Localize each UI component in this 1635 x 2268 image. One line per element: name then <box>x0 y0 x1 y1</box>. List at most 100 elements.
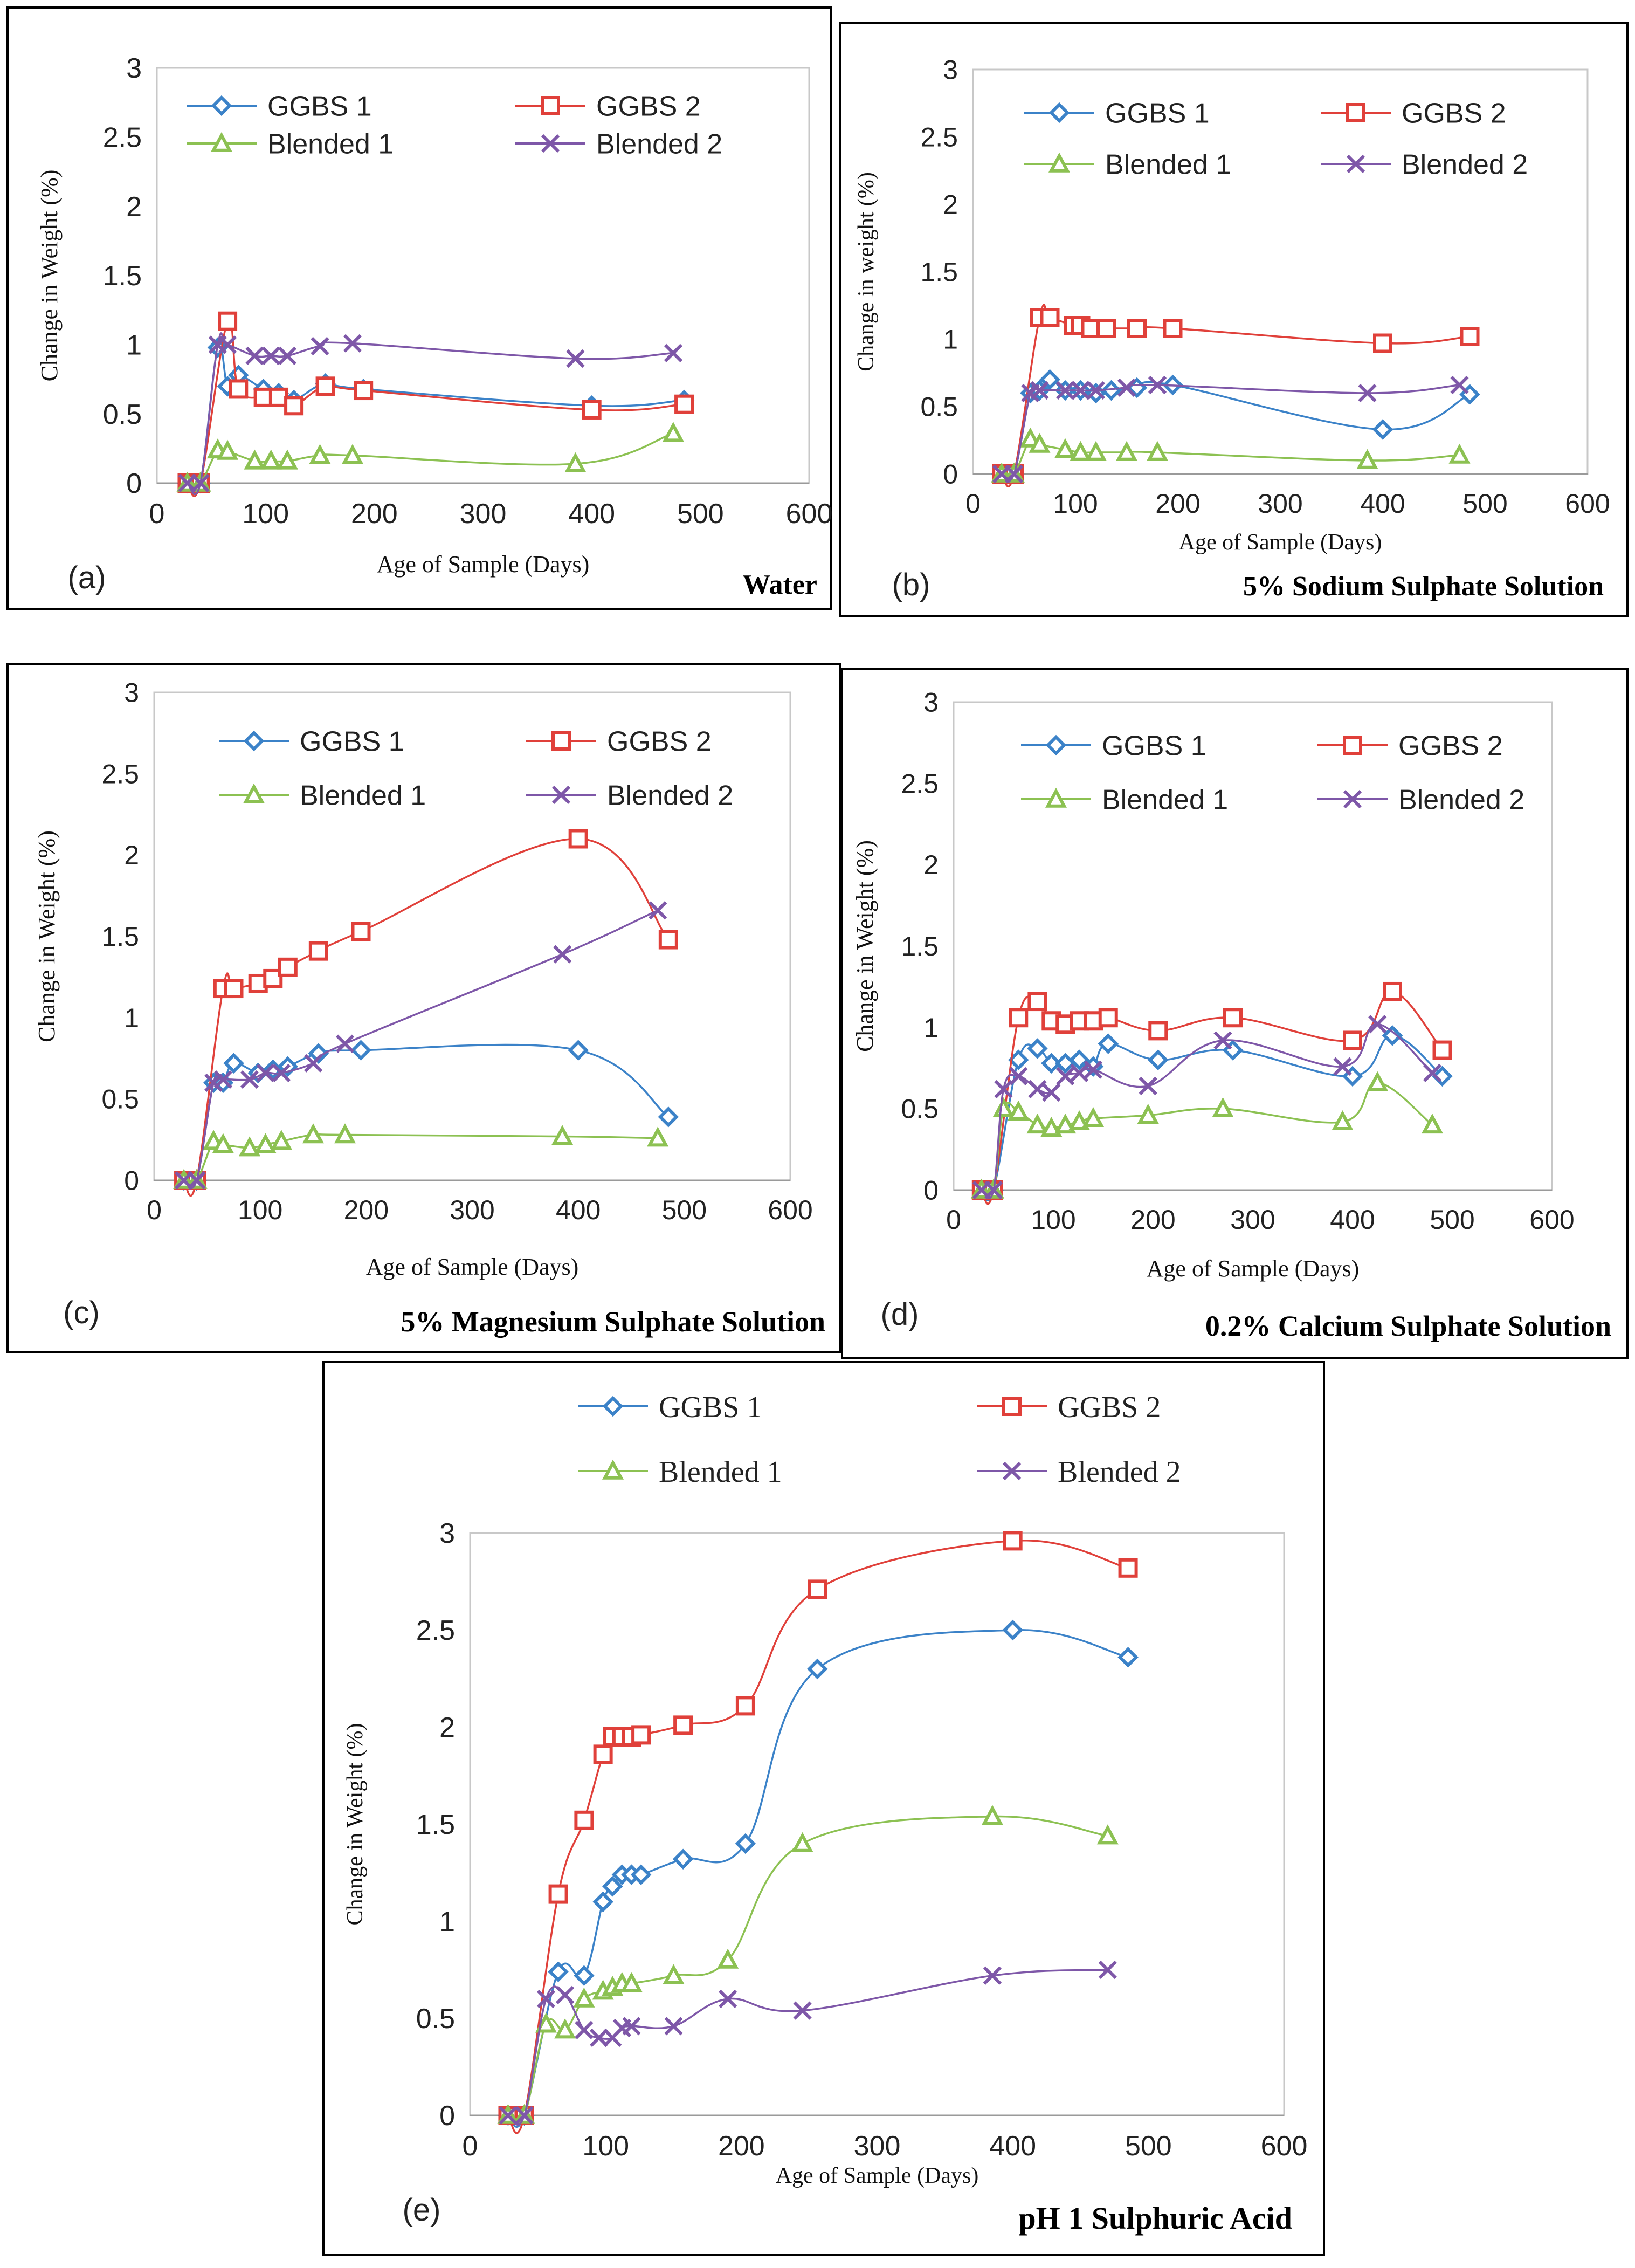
panel-letter: (e) <box>403 2193 441 2228</box>
data-point-blended-1 <box>244 449 266 470</box>
data-point-ggbs-1 <box>1085 382 1107 404</box>
legend-item-ggbs-1: GGBS 1 <box>1021 731 1206 762</box>
x-axis-label: Age of Sample (Days) <box>377 551 590 578</box>
y-tick-label: 2.5 <box>416 1615 455 1646</box>
data-point-ggbs-1 <box>658 1106 679 1128</box>
data-point-ggbs-2 <box>574 1810 594 1830</box>
data-point-blended-2 <box>1333 1057 1352 1076</box>
legend-item-ggbs-1: GGBS 1 <box>1024 98 1210 129</box>
y-tick-label: 0.5 <box>416 2003 455 2035</box>
data-point-blended-1 <box>535 2012 557 2033</box>
legend-marker <box>1346 103 1365 122</box>
x-tick-label: 200 <box>1130 1205 1175 1235</box>
x-tick-label: 200 <box>1155 489 1200 519</box>
chart-1: 0 0.5 1 1.5 2 2.5 3 0 100 200 300 400 500 600 Age of S… <box>854 55 1610 603</box>
data-point-blended-1 <box>1448 443 1471 464</box>
x-tick-label: 500 <box>677 498 724 530</box>
data-point-ggbs-2 <box>1163 319 1183 338</box>
legend-label: Blended 2 <box>1398 785 1524 816</box>
y-tick-label: 2.5 <box>103 122 142 154</box>
data-point-blended-1 <box>1029 432 1051 453</box>
legend-item-ggbs-2: GGBS 2 <box>1317 731 1503 762</box>
data-point-ggbs-2 <box>351 922 371 941</box>
data-point-blended-1 <box>302 1123 325 1144</box>
data-point-blended-1 <box>334 1123 356 1144</box>
data-point-blended-2 <box>1139 1076 1157 1096</box>
data-point-blended-2 <box>1368 1015 1387 1034</box>
x-tick-label: 300 <box>450 1195 494 1225</box>
panel-letter: (a) <box>68 560 106 595</box>
legend-label: GGBS 1 <box>1105 98 1210 129</box>
data-point-blended-2 <box>1450 375 1469 395</box>
legend-marker <box>243 730 265 752</box>
data-point-blended-2 <box>1148 375 1167 395</box>
panel-e: 0 0.5 1 1.5 2 2.5 3 0 100 200 300 400 500 600 Age of S… <box>322 1361 1325 2256</box>
y-tick-label: 3 <box>923 688 939 718</box>
data-point-ggbs-2 <box>308 941 328 961</box>
legend-item-ggbs-2: GGBS 2 <box>526 726 712 758</box>
panel-letter: (d) <box>881 1297 919 1332</box>
legend-marker <box>541 134 560 153</box>
x-tick-label: 100 <box>1031 1205 1075 1235</box>
series-line-blended-2 <box>186 332 674 496</box>
panel-b: 0 0.5 1 1.5 2 2.5 3 0 100 200 300 400 500 600 Age of S… <box>839 22 1629 617</box>
legend-marker <box>211 95 232 116</box>
series-line-ggbs-2 <box>183 837 670 1197</box>
x-tick-label: 300 <box>854 2130 901 2162</box>
data-point-ggbs-2 <box>1096 319 1116 338</box>
panel-a: 0 0.5 1 1.5 2 2.5 3 0 100 200 300 400 500 600 Age of S… <box>6 6 832 610</box>
panel-c: 0 0.5 1 1.5 2 2.5 3 0 100 200 300 400 500 600 Age of S… <box>6 663 841 1353</box>
x-axis-label: Age of Sample (Days) <box>1179 530 1382 555</box>
data-point-blended-1 <box>1115 441 1138 461</box>
panel-title: pH 1 Sulphuric Acid <box>1018 2201 1292 2236</box>
legend-marker <box>1346 154 1365 174</box>
data-point-ggbs-1 <box>548 1961 569 1982</box>
x-axis-label: Age of Sample (Days) <box>1147 1255 1360 1282</box>
data-point-blended-2 <box>575 2020 594 2039</box>
y-tick-label: 1 <box>126 330 142 361</box>
data-point-blended-1 <box>1082 1106 1105 1128</box>
y-tick-label: 0 <box>124 1166 139 1196</box>
data-point-blended-1 <box>276 449 299 470</box>
data-point-blended-2 <box>272 1063 291 1083</box>
legend-item-blended-2: Blended 2 <box>515 129 722 160</box>
legend-label: Blended 2 <box>1058 1455 1181 1489</box>
data-point-blended-1 <box>212 1133 234 1153</box>
y-tick-label: 1 <box>923 1013 939 1043</box>
data-point-blended-2 <box>983 1966 1002 1985</box>
data-point-ggbs-1 <box>574 1965 595 1987</box>
data-point-blended-1 <box>270 1130 293 1150</box>
x-tick-label: 0 <box>946 1205 961 1235</box>
data-point-blended-2 <box>994 1080 1013 1099</box>
data-point-ggbs-2 <box>1223 1008 1243 1028</box>
data-point-ggbs-1 <box>735 1833 756 1854</box>
x-tick-label: 200 <box>351 498 398 530</box>
x-tick-label: 100 <box>1053 489 1098 519</box>
panel-d: 0 0.5 1 1.5 2 2.5 3 0 100 200 300 400 500 600 Age of S… <box>841 668 1629 1359</box>
data-point-blended-1 <box>1332 1110 1354 1131</box>
data-point-blended-2 <box>240 1070 259 1089</box>
data-point-blended-1 <box>217 439 239 460</box>
data-point-blended-1 <box>1137 1103 1159 1124</box>
data-point-ggbs-1 <box>602 1875 623 1897</box>
data-point-blended-2 <box>719 1989 737 2009</box>
data-point-blended-1 <box>551 1125 574 1145</box>
data-point-ggbs-2 <box>1343 1030 1362 1050</box>
legend-marker <box>243 783 265 803</box>
data-point-ggbs-1 <box>350 1040 371 1061</box>
data-point-ggbs-1 <box>1002 1619 1023 1641</box>
legend-label: GGBS 1 <box>659 1391 762 1424</box>
data-point-blended-1 <box>309 444 331 464</box>
x-tick-label: 200 <box>718 2130 765 2162</box>
data-point-ggbs-2 <box>1009 1008 1029 1028</box>
plot-area <box>153 691 791 1181</box>
data-point-ggbs-2 <box>582 400 602 420</box>
data-point-ggbs-1 <box>807 1658 828 1680</box>
legend-label: GGBS 1 <box>1102 731 1206 762</box>
data-point-blended-1 <box>1367 1071 1389 1091</box>
legend-marker <box>602 1396 624 1417</box>
data-point-blended-1 <box>254 1133 277 1153</box>
legend-item-blended-1: Blended 1 <box>1024 149 1231 181</box>
data-point-blended-2 <box>343 334 362 353</box>
data-point-ggbs-1 <box>592 1891 613 1913</box>
